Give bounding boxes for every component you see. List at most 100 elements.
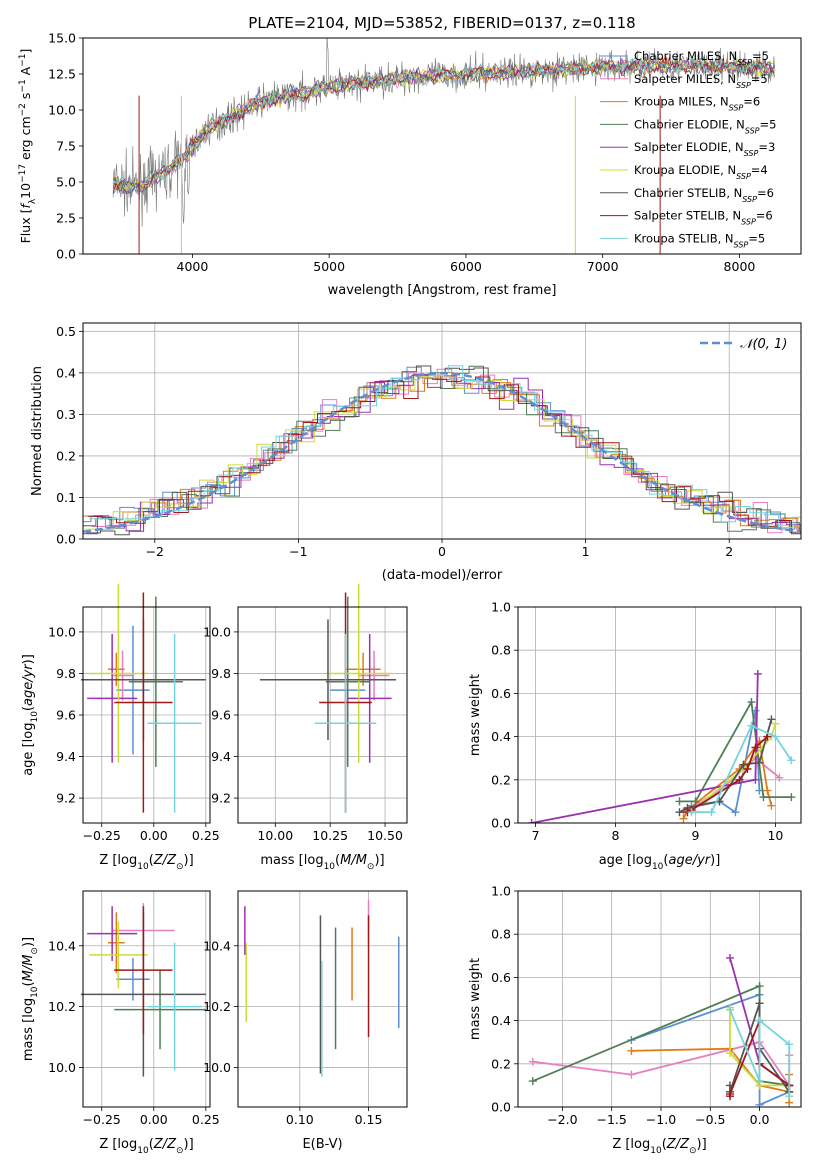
weight-marker-salpeter_miles [528, 1057, 537, 1066]
legend-entry: Chabrier ELODIE, NSSP=5 [634, 117, 776, 135]
y-tick-label: 5.0 [56, 175, 76, 190]
histogram-kroupa_stelib [89, 365, 801, 529]
y-tick-label: 10.0 [48, 1060, 76, 1075]
y-tick-label: 9.6 [56, 708, 76, 723]
weight-marker-kroupa_elodie [771, 719, 780, 728]
weight-marker-chabrier_stelib [675, 808, 684, 817]
weight-marker-chabrier_elodie [787, 793, 796, 802]
y-tick-label: 0.8 [491, 927, 511, 942]
weight-marker-chabrier_elodie [675, 797, 684, 806]
weight-marker-kroupa_elodie [726, 1049, 735, 1057]
y-tick-label: 0.4 [491, 729, 511, 744]
x-tick-label: 0.00 [140, 1112, 168, 1127]
y-tick-label: 9.8 [211, 666, 231, 681]
weight-vs-z-panel: −2.0 −1.5 −1.0 −0.5 0.0 0.0 0.2 0.4 0.6 0.8 1.0 Z [… [468, 884, 802, 1156]
y-tick-label: 10.4 [48, 938, 76, 953]
y-tick-label: 0.2 [491, 772, 511, 787]
gaussian-curve [83, 372, 801, 533]
y-tick-label: 10.4 [203, 938, 231, 953]
x-tick-label: 5000 [313, 259, 345, 274]
weight-marker-kroupa_stelib [707, 808, 716, 817]
histogram-chabrier_stelib [86, 365, 801, 536]
y-tick-label: 9.8 [56, 666, 76, 681]
weight-marker-chabrier_elodie [691, 797, 700, 806]
x-tick-label: 0 [438, 544, 446, 559]
y-tick-label: 7.5 [56, 139, 76, 154]
legend-entry: Chabrier STELIB, NSSP=6 [634, 186, 774, 204]
weight-marker-chabrier_stelib [755, 758, 764, 767]
y-tick-label: 0.0 [491, 1100, 511, 1115]
x-tick-label: 8 [612, 828, 620, 843]
y-tick-label: 0.2 [491, 1056, 511, 1071]
x-tick-label: 4000 [177, 259, 209, 274]
x-tick-label: 0.10 [286, 1112, 314, 1127]
y-tick-label: 9.4 [56, 749, 76, 764]
weight-marker-kroupa_stelib [755, 1016, 764, 1025]
legend-entry: Kroupa ELODIE, NSSP=4 [634, 163, 768, 181]
y-tick-label: 10.0 [48, 624, 76, 639]
weight-marker-salpeter_elodie [751, 775, 760, 784]
spectrum-panel: 4000 5000 6000 7000 8000 0.0 2.5 5.0 7.5 10.0 12.5… [18, 31, 802, 298]
weight-marker-kroupa_stelib [755, 1077, 764, 1086]
y-tick-label: 12.5 [48, 67, 76, 82]
weight-marker-chabrier_miles [755, 1100, 764, 1107]
y-tick-label: 0.1 [56, 490, 76, 505]
x-tick-label: 9 [691, 828, 699, 843]
x-axis-label: wavelength [Angstrom, rest frame] [328, 283, 557, 298]
x-tick-label: −2.0 [547, 1112, 577, 1127]
weight-marker-kroupa_miles [767, 801, 776, 810]
weight-line-salpeter_elodie [531, 673, 759, 823]
weight-marker-kroupa_stelib [771, 732, 780, 741]
legend-entry: Salpeter STELIB, NSSP=6 [634, 209, 773, 227]
y-tick-label: 9.4 [211, 749, 231, 764]
x-tick-label: −1.5 [596, 1112, 626, 1127]
weight-marker-chabrier_stelib [739, 760, 748, 769]
x-axis-label: Z [log10(Z/Z⊙)] [612, 1137, 706, 1156]
y-tick-label: 10.2 [203, 999, 231, 1014]
legend-entry: Salpeter MILES, NSSP=5 [634, 72, 768, 90]
y-axis-label: mass weight [468, 958, 483, 1040]
y-tick-label: 0.6 [491, 970, 511, 985]
x-axis-label: E(B-V) [302, 1137, 342, 1152]
weight-marker-kroupa_stelib [787, 756, 796, 765]
weight-marker-salpeter_elodie [527, 819, 536, 823]
weight-marker-kroupa_miles [763, 786, 772, 795]
y-tick-label: 0.6 [491, 686, 511, 701]
x-tick-label: 8000 [724, 259, 756, 274]
y-tick-label: 10.0 [203, 624, 231, 639]
weight-line-chabrier_stelib [679, 719, 773, 813]
y-axis-label: mass [log10(M/M⊙)] [21, 937, 40, 1061]
x-tick-label: −2 [146, 544, 164, 559]
legend-entry: Kroupa MILES, NSSP=6 [634, 95, 760, 113]
weight-marker-salpeter_miles [775, 773, 784, 782]
y-tick-label: 9.6 [211, 708, 231, 723]
x-tick-label: −0.25 [83, 1112, 121, 1127]
x-tick-label: 0.00 [140, 828, 168, 843]
x-tick-label: 10 [767, 828, 783, 843]
y-tick-label: 2.5 [56, 211, 76, 226]
weight-marker-kroupa_stelib [726, 1005, 735, 1014]
y-tick-label: 9.2 [211, 791, 231, 806]
y-tick-label: 0.0 [491, 816, 511, 831]
x-tick-label: 7000 [587, 259, 619, 274]
x-tick-label: −1 [289, 544, 307, 559]
y-axis-label: Flux [fλ10−17 erg cm−2 s−1 A−1] [18, 49, 38, 244]
y-tick-label: 0.0 [56, 532, 76, 547]
histogram-salpeter_miles [83, 368, 801, 534]
age-vs-mass-panel: 10.00 10.25 10.50 9.2 9.4 9.6 9.8 10.0 mass [log… [203, 584, 408, 872]
axes-frame [517, 890, 802, 1108]
age-vs-z-panel: −0.25 0.00 0.25 9.2 9.4 9.6 9.8 10.0 Z [log10(Z/… [21, 584, 220, 872]
weight-marker-salpeter_stelib [735, 775, 744, 784]
x-tick-label: 0.25 [192, 828, 220, 843]
weight-marker-chabrier_stelib [767, 715, 776, 724]
x-tick-label: 10.50 [367, 828, 403, 843]
y-tick-label: 10.0 [203, 1060, 231, 1075]
weight-vs-age-panel: 7 8 9 10 0.0 0.2 0.4 0.6 0.8 1.0 age [log10(age/yr… [468, 600, 802, 872]
weight-marker-kroupa_stelib [785, 1040, 794, 1049]
weight-marker-kroupa_miles [627, 1046, 636, 1055]
legend-entry: Salpeter ELODIE, NSSP=3 [634, 140, 775, 158]
y-tick-label: 0.4 [56, 365, 76, 380]
x-tick-label: 0.25 [192, 1112, 220, 1127]
residuals-panel: −2 −1 0 1 2 0.0 0.1 0.2 0.3 0.4 0.5 𝒩(0, 1) (data-mo… [30, 322, 802, 583]
weight-marker-chabrier_elodie [747, 698, 756, 707]
